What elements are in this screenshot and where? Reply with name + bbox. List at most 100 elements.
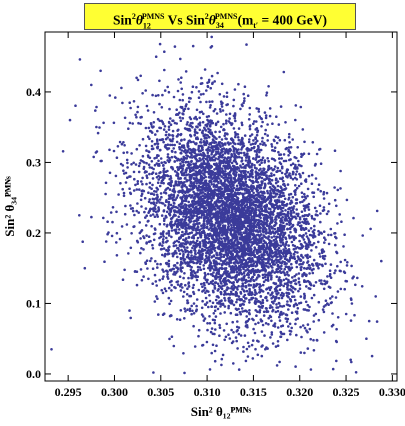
data-point xyxy=(322,287,326,291)
data-point xyxy=(172,201,176,205)
data-point xyxy=(230,176,233,179)
data-point xyxy=(263,184,267,188)
data-point xyxy=(237,127,241,130)
data-point xyxy=(264,232,268,235)
data-point xyxy=(173,222,177,225)
data-point xyxy=(274,345,278,348)
data-point xyxy=(185,167,189,170)
data-point xyxy=(205,225,209,229)
data-point xyxy=(151,243,154,247)
data-point xyxy=(313,224,316,228)
data-point xyxy=(155,162,159,165)
data-point xyxy=(199,100,202,104)
data-point xyxy=(277,195,281,199)
data-point xyxy=(235,308,239,312)
data-point xyxy=(112,121,116,125)
data-point xyxy=(218,334,221,338)
data-point xyxy=(174,156,178,160)
data-point xyxy=(224,132,227,135)
data-point xyxy=(278,315,281,319)
data-point xyxy=(304,178,308,181)
data-point xyxy=(194,131,197,134)
data-point xyxy=(166,153,170,156)
data-point xyxy=(283,231,287,235)
data-point xyxy=(247,276,250,279)
data-point xyxy=(257,239,261,243)
data-point xyxy=(208,264,211,267)
data-point xyxy=(275,303,278,306)
data-point xyxy=(138,221,141,224)
data-point xyxy=(140,194,143,198)
data-point xyxy=(248,287,251,291)
data-point xyxy=(167,90,171,94)
data-point xyxy=(139,237,142,240)
data-point xyxy=(230,227,233,230)
data-point xyxy=(125,223,129,226)
data-point xyxy=(307,222,310,225)
data-point xyxy=(290,326,294,330)
data-point xyxy=(162,191,166,194)
data-point xyxy=(214,305,218,308)
data-point xyxy=(293,191,297,194)
data-point xyxy=(211,343,215,347)
data-point xyxy=(254,141,258,144)
data-point xyxy=(158,79,161,83)
data-point xyxy=(186,253,190,257)
data-point xyxy=(155,201,158,205)
data-point xyxy=(252,122,255,126)
data-point xyxy=(193,128,197,131)
data-point xyxy=(254,264,257,268)
data-point xyxy=(257,145,260,149)
data-point xyxy=(286,283,289,287)
data-point xyxy=(265,204,268,207)
data-point xyxy=(148,181,152,185)
data-point xyxy=(253,225,257,228)
data-point xyxy=(179,289,183,292)
data-point xyxy=(146,220,150,223)
data-point xyxy=(206,118,209,122)
data-point xyxy=(307,208,311,211)
data-point xyxy=(321,282,324,286)
data-point xyxy=(264,128,268,132)
data-point xyxy=(188,129,192,132)
data-point xyxy=(120,86,123,90)
data-point xyxy=(114,174,118,178)
data-point xyxy=(293,229,297,232)
data-point xyxy=(182,109,186,113)
data-point xyxy=(199,268,203,272)
data-point xyxy=(290,240,294,244)
data-point xyxy=(251,317,254,321)
data-point xyxy=(245,43,248,46)
data-point xyxy=(322,230,326,233)
data-point xyxy=(153,215,157,218)
data-point xyxy=(239,303,242,307)
data-point xyxy=(144,261,147,264)
data-point xyxy=(290,281,293,284)
data-point xyxy=(308,264,311,267)
data-point xyxy=(229,213,232,217)
data-point xyxy=(240,177,244,181)
data-point xyxy=(136,105,140,109)
data-point xyxy=(98,126,101,129)
data-point xyxy=(305,242,308,246)
data-point xyxy=(219,312,222,315)
data-point xyxy=(195,182,198,185)
data-point xyxy=(257,107,261,111)
data-point xyxy=(176,261,179,265)
data-point xyxy=(212,271,215,274)
data-point xyxy=(230,256,234,259)
data-point xyxy=(254,211,258,214)
data-point xyxy=(219,110,222,113)
data-point xyxy=(144,224,148,227)
data-point xyxy=(296,251,299,254)
data-point xyxy=(210,351,213,355)
data-point xyxy=(293,298,297,302)
data-point xyxy=(324,262,327,266)
data-point xyxy=(251,267,255,271)
data-point xyxy=(218,135,221,139)
data-point xyxy=(145,214,148,217)
data-point xyxy=(163,217,166,220)
data-point xyxy=(215,344,218,348)
data-point xyxy=(172,244,176,248)
data-point xyxy=(174,244,178,247)
